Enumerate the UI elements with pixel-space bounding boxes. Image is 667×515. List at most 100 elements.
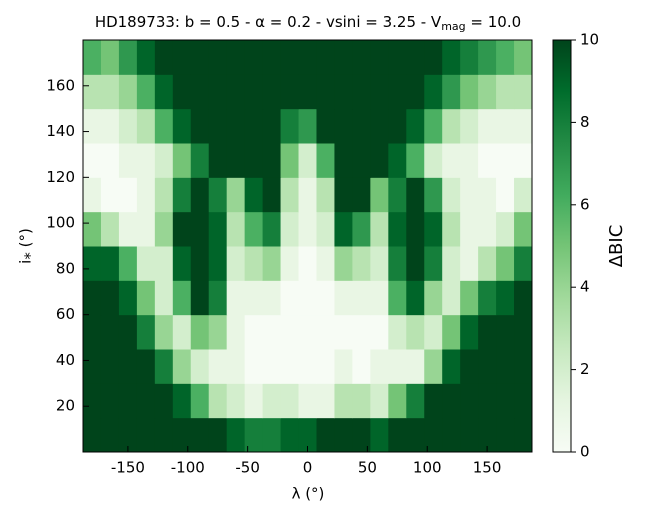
heatmap-cell	[118, 177, 138, 213]
heatmap-cell	[172, 177, 192, 213]
heatmap-cell	[334, 40, 353, 75]
heatmap-cell	[244, 143, 264, 178]
colorbar-tick-label: 2	[580, 360, 590, 378]
heatmap-cell	[406, 246, 425, 281]
heatmap-cell	[136, 314, 156, 350]
heatmap-cell	[244, 417, 264, 453]
heatmap-cell	[83, 74, 102, 110]
heatmap-cell	[244, 40, 264, 75]
heatmap-cell	[352, 108, 371, 144]
heatmap-cell	[262, 177, 282, 213]
heatmap-cell	[154, 314, 174, 350]
heatmap-cell	[118, 108, 138, 144]
heatmap-cell	[190, 108, 210, 144]
heatmap-cell	[352, 280, 371, 316]
heatmap-cell	[424, 383, 443, 419]
heatmap-cell	[226, 314, 246, 350]
heatmap-cell	[172, 246, 192, 281]
heatmap-cell	[262, 143, 282, 178]
heatmap-cell	[496, 40, 515, 75]
heatmap-cell	[442, 280, 461, 316]
colorbar-tick-label: 0	[580, 443, 590, 461]
heatmap-cell	[298, 314, 317, 350]
heatmap-cell	[208, 383, 228, 419]
heatmap-cell	[136, 40, 156, 75]
heatmap-cell	[406, 211, 425, 247]
heatmap-cell	[190, 40, 210, 75]
heatmap-cell	[280, 314, 300, 350]
heatmap-cell	[262, 246, 282, 281]
heatmap-cell	[406, 280, 425, 316]
heatmap-cell	[334, 349, 353, 384]
heatmap-cell	[172, 74, 192, 110]
heatmap-cell	[100, 40, 120, 75]
heatmap-cell	[154, 143, 174, 178]
heatmap-cell	[370, 40, 389, 75]
heatmap-cell	[406, 349, 425, 384]
heatmap-cell	[280, 417, 300, 453]
heatmap-cell	[298, 74, 317, 110]
colorbar-tick-label: 6	[580, 195, 590, 213]
heatmap-cell	[424, 280, 443, 316]
heatmap-cell	[424, 143, 443, 178]
heatmap-cell	[424, 246, 443, 281]
heatmap-cell	[136, 143, 156, 178]
heatmap-cell	[442, 108, 461, 144]
heatmap-cell	[208, 349, 228, 384]
heatmap-cell	[190, 417, 210, 453]
heatmap-cell	[388, 108, 407, 144]
heatmap-cell	[442, 417, 461, 453]
heatmap-cell	[100, 314, 120, 350]
heatmap-cell	[478, 143, 497, 178]
heatmap-cell	[136, 177, 156, 213]
heatmap-cell	[172, 417, 192, 453]
heatmap-cell	[460, 143, 479, 178]
heatmap-cell	[298, 143, 317, 178]
heatmap-cell	[83, 280, 102, 316]
heatmap-cell	[478, 417, 497, 453]
heatmap-cell	[226, 417, 246, 453]
heatmap-cell	[334, 246, 353, 281]
heatmap-cell	[316, 40, 335, 75]
heatmap-cell	[298, 349, 317, 384]
heatmap-cell	[442, 349, 461, 384]
heatmap-cell	[370, 280, 389, 316]
heatmap-cell	[352, 177, 371, 213]
heatmap-cell	[406, 383, 425, 419]
heatmap-cell	[118, 211, 138, 247]
y-tick-label: 120	[46, 168, 75, 186]
x-tick-label: -50	[235, 459, 260, 477]
heatmap-cell	[154, 349, 174, 384]
heatmap-cell	[334, 108, 353, 144]
heatmap-cell	[442, 74, 461, 110]
y-tick-label: 80	[56, 259, 75, 277]
heatmap-cell	[136, 108, 156, 144]
x-tick-label: -150	[111, 459, 145, 477]
heatmap-cell	[478, 383, 497, 419]
heatmap-cell	[298, 383, 317, 419]
heatmap-cell	[514, 383, 533, 419]
heatmap-cell	[208, 108, 228, 144]
heatmap-cell	[514, 177, 533, 213]
heatmap-cell	[388, 177, 407, 213]
heatmap-cell	[316, 143, 335, 178]
heatmap-cell	[388, 280, 407, 316]
heatmap-cell	[136, 349, 156, 384]
heatmap-cell	[352, 417, 371, 453]
heatmap-cell	[334, 383, 353, 419]
heatmap-cell	[496, 74, 515, 110]
heatmap-cell	[352, 383, 371, 419]
heatmap-cell	[316, 280, 335, 316]
heatmap-cell	[190, 314, 210, 350]
heatmap-cell	[172, 349, 192, 384]
heatmap-cell	[190, 74, 210, 110]
heatmap-cell	[280, 383, 300, 419]
heatmap-cell	[496, 143, 515, 178]
heatmap-cell	[83, 349, 102, 384]
heatmap-cell	[496, 383, 515, 419]
heatmap-cell	[460, 177, 479, 213]
colorbar-tick-label: 4	[580, 278, 590, 296]
heatmap-cell	[100, 177, 120, 213]
heatmap-cell	[136, 74, 156, 110]
heatmap-cell	[208, 74, 228, 110]
